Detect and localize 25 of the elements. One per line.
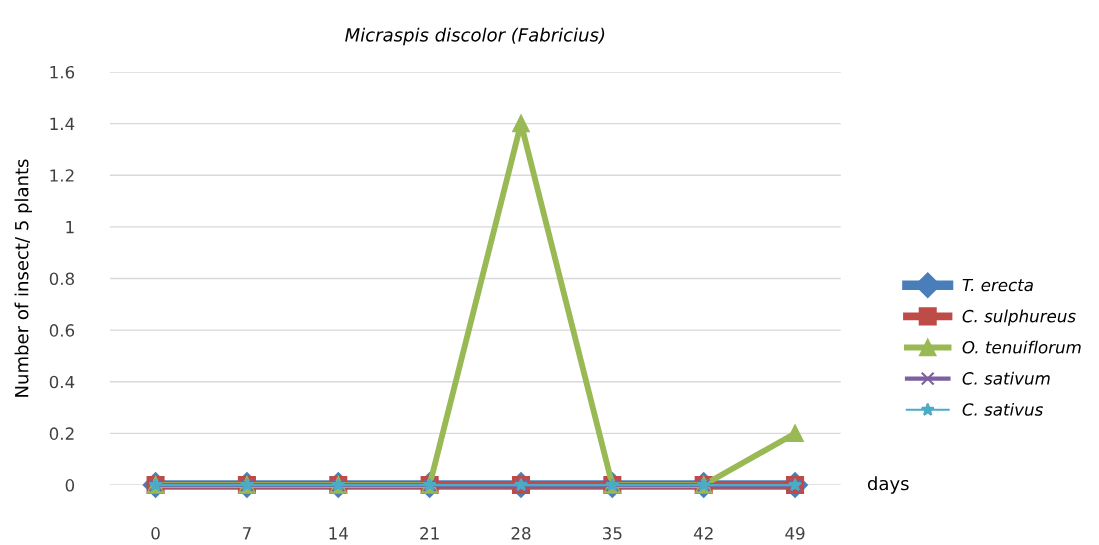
chart-title: Micraspis discolor (Fabricius) xyxy=(345,27,605,46)
x-tick-label: 0 xyxy=(151,527,160,540)
y-tick-label: 0.2 xyxy=(49,427,74,440)
y-tick-label: 0.4 xyxy=(49,375,75,389)
y-tick-label: 0 xyxy=(65,479,75,492)
x-tick-label: 14 xyxy=(329,527,348,540)
x-tick-label: 42 xyxy=(693,527,713,540)
legend-label: O. tenuiflorum xyxy=(962,340,1081,354)
y-axis-title: Number of insect/ 5 plants xyxy=(14,159,33,397)
x-tick-label: 7 xyxy=(243,527,251,540)
legend-label: C. sativus xyxy=(962,402,1043,416)
y-tick-label: 1.4 xyxy=(50,117,75,130)
legend-label: C. sativum xyxy=(962,371,1050,385)
y-tick-label: 1.6 xyxy=(50,65,75,79)
x-axis-title: days xyxy=(867,476,909,494)
x-tick-label: 28 xyxy=(511,527,531,540)
legend-label: C. sulphureus xyxy=(962,309,1076,326)
x-tick-label: 49 xyxy=(785,527,805,540)
y-tick-label: 1 xyxy=(66,221,74,234)
y-tick-label: 1.2 xyxy=(50,169,74,182)
y-tick-label: 0.6 xyxy=(49,324,75,337)
y-tick-label: 0.8 xyxy=(49,272,75,286)
legend-label: T. erecta xyxy=(962,278,1033,292)
x-tick-label: 21 xyxy=(420,527,439,540)
x-tick-label: 35 xyxy=(603,527,622,540)
